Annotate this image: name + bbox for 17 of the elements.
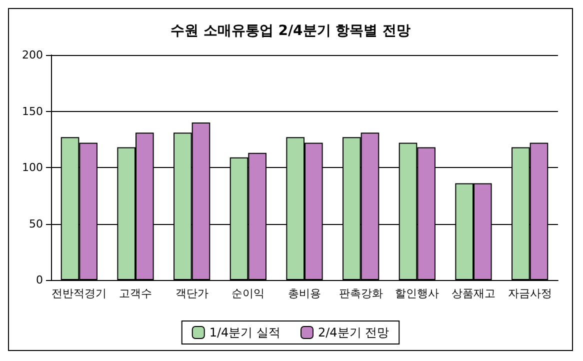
chart-title: 수원 소매유통업 2/4분기 항목별 전망 [170, 23, 411, 39]
x-tick-label: 상품재고 [452, 287, 496, 300]
x-tick-label: 순이익 [232, 287, 265, 300]
y-tick-label: 100 [22, 161, 43, 174]
x-tick-label: 판촉강화 [338, 287, 383, 300]
x-tick-label: 총비용 [288, 287, 321, 300]
x-tick-label: 고객수 [119, 287, 152, 300]
x-tick-label: 할인행사 [395, 287, 440, 300]
y-tick-label: 150 [22, 104, 43, 118]
x-tick-label: 자금사정 [508, 287, 552, 300]
y-tick-label: 0 [36, 274, 43, 286]
legend-label: 1/4분기 실적 [209, 326, 281, 340]
x-tick-label: 객단가 [175, 287, 208, 300]
y-tick-label: 50 [29, 217, 43, 230]
x-tick-label: 전반적경기 [52, 287, 107, 300]
legend-label: 2/4분기 전망 [318, 326, 390, 340]
y-tick-label: 200 [22, 48, 43, 62]
